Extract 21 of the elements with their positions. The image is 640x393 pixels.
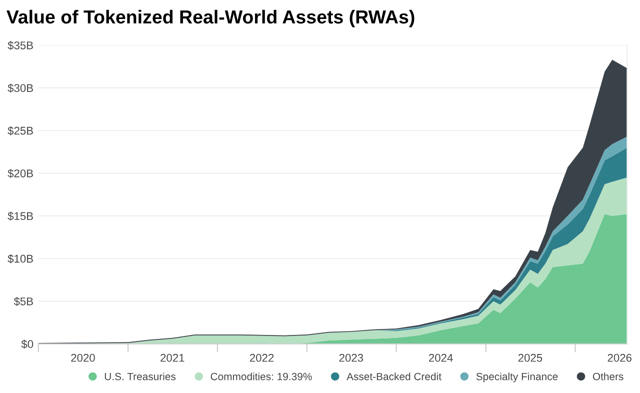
legend-label: U.S. Treasuries bbox=[104, 372, 176, 380]
x-tick-label: 2026 bbox=[608, 354, 632, 362]
y-tick-label: $20B bbox=[8, 169, 33, 178]
y-tick-label: $30B bbox=[8, 84, 33, 93]
legend-label: Commodities: 19.39% bbox=[210, 372, 312, 380]
y-tick-label: $5B bbox=[14, 297, 33, 306]
chart-title: Value of Tokenized Real-World Assets (RWAs) bbox=[6, 10, 414, 28]
x-tick-label: 2024 bbox=[429, 354, 453, 362]
y-tick-label: $25B bbox=[8, 126, 33, 136]
legend-label: Asset-Backed Credit bbox=[346, 372, 442, 380]
y-tick-label: $10B bbox=[8, 254, 33, 264]
y-tick-label: $35B bbox=[8, 40, 33, 50]
x-tick-label: 2020 bbox=[71, 354, 95, 362]
x-tick-label: 2021 bbox=[160, 354, 184, 362]
legend-label: Specialty Finance bbox=[476, 372, 558, 382]
x-tick-label: 2025 bbox=[518, 354, 542, 362]
y-tick-label: $0 bbox=[21, 340, 34, 349]
x-tick-label: 2022 bbox=[250, 354, 274, 362]
x-tick-label: 2023 bbox=[339, 354, 364, 362]
y-tick-label: $15B bbox=[8, 212, 33, 221]
legend-label: Others bbox=[592, 372, 624, 380]
